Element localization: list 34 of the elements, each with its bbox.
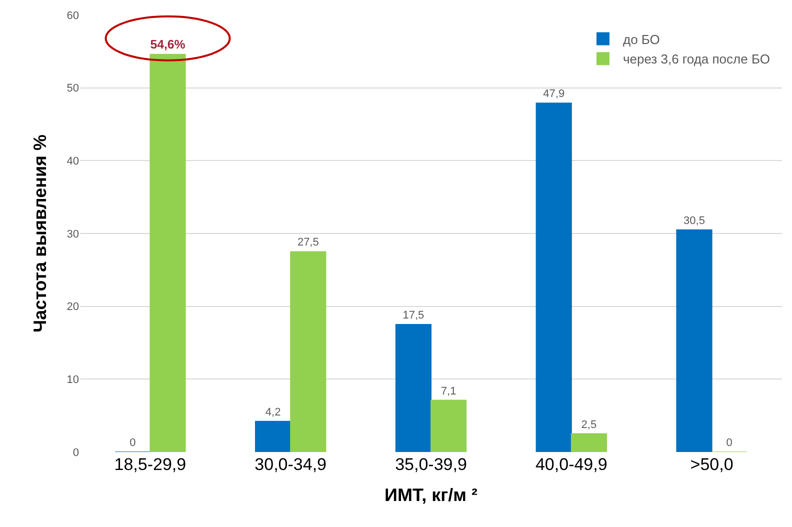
x-tick-label: 35,0-39,9: [395, 455, 467, 474]
y-axis-title: Частота выявления %: [30, 134, 50, 333]
data-label: 0: [726, 437, 732, 449]
data-label: 0: [130, 437, 136, 449]
data-label: 54,6%: [150, 38, 186, 52]
data-label: 30,5: [684, 214, 705, 227]
y-tick-label: 50: [66, 82, 79, 95]
data-label: 47,9: [543, 88, 565, 100]
y-tick-label: 40: [66, 156, 79, 168]
x-tick-label: 18,5-29,9: [114, 455, 186, 474]
bar: [536, 102, 572, 452]
x-tick-label: 40,0-49,9: [535, 455, 608, 474]
bar: [676, 229, 712, 452]
x-tick-label: 30,0-34,9: [254, 455, 327, 474]
x-axis-title: ИМТ, кг/м ²: [384, 485, 478, 506]
data-label: 7,1: [440, 385, 456, 398]
legend-label: через 3,6 года после БО: [622, 52, 770, 67]
data-label: 4,2: [265, 406, 281, 418]
y-tick-label: 60: [66, 10, 79, 22]
data-label: 27,5: [297, 236, 319, 249]
bar: [430, 400, 467, 452]
bar: [570, 433, 607, 452]
legend-label: до БО: [622, 32, 660, 47]
y-tick-label: 10: [66, 374, 79, 386]
y-tick-label: 20: [66, 301, 79, 314]
bar: [150, 54, 186, 452]
bar: [255, 420, 292, 452]
data-label: 2,5: [581, 418, 597, 431]
y-tick-label: 0: [72, 446, 79, 459]
x-tick-label: >50,0: [690, 455, 734, 474]
bar: [395, 324, 432, 452]
data-label: 17,5: [402, 310, 424, 322]
y-tick-label: 30: [66, 228, 79, 240]
bar: [290, 251, 326, 452]
